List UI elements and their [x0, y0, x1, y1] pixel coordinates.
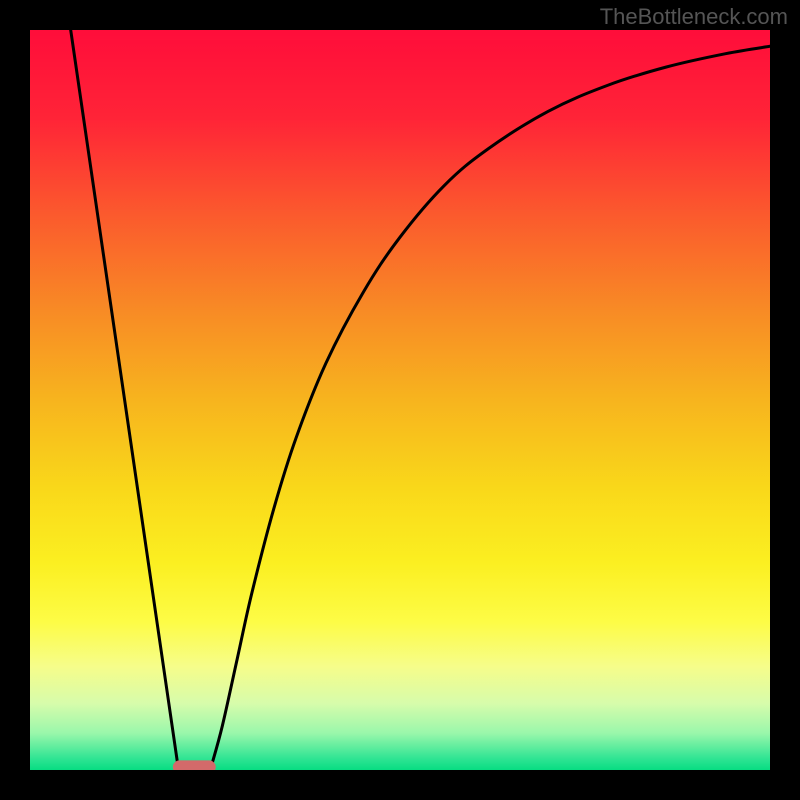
- chart-canvas: TheBottleneck.com: [0, 0, 800, 800]
- watermark-text: TheBottleneck.com: [600, 4, 788, 30]
- optimum-marker: [173, 760, 216, 770]
- plot-svg: [30, 30, 770, 770]
- gradient-background: [30, 30, 770, 770]
- plot-area: [30, 30, 770, 770]
